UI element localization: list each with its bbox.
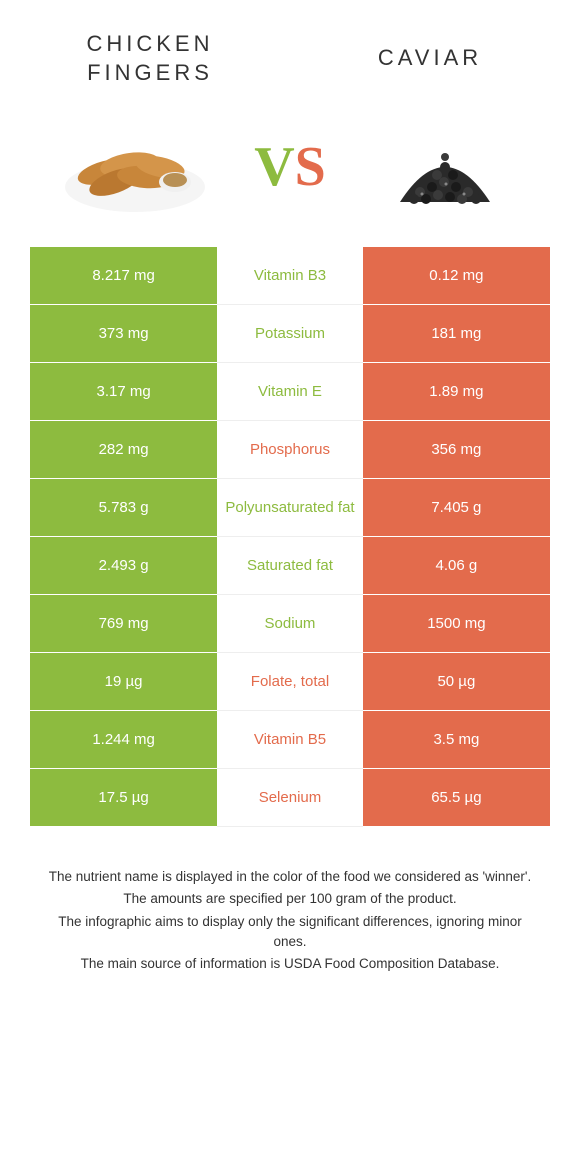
right-value: 181 mg <box>363 305 550 363</box>
caviar-image <box>370 117 520 217</box>
left-value: 1.244 mg <box>30 711 217 769</box>
left-value: 17.5 µg <box>30 769 217 827</box>
right-value: 4.06 g <box>363 537 550 595</box>
nutrient-label: Sodium <box>217 595 363 653</box>
footer-line-3: The infographic aims to display only the… <box>40 912 540 953</box>
nutrient-label: Folate, total <box>217 653 363 711</box>
header: CHICKEN FINGERS CAVIAR <box>30 20 550 107</box>
nutrition-table: 8.217 mgVitamin B30.12 mg373 mgPotassium… <box>30 247 550 827</box>
right-value: 3.5 mg <box>363 711 550 769</box>
table-row: 282 mgPhosphorus356 mg <box>30 421 550 479</box>
footer-line-2: The amounts are specified per 100 gram o… <box>40 889 540 909</box>
nutrient-label: Phosphorus <box>217 421 363 479</box>
vs-s: S <box>295 136 326 198</box>
left-value: 769 mg <box>30 595 217 653</box>
left-value: 8.217 mg <box>30 247 217 305</box>
left-value: 282 mg <box>30 421 217 479</box>
left-value: 2.493 g <box>30 537 217 595</box>
left-food-title: CHICKEN FINGERS <box>60 30 240 87</box>
right-value: 50 µg <box>363 653 550 711</box>
footer-notes: The nutrient name is displayed in the co… <box>30 867 550 974</box>
nutrient-label: Polyunsaturated fat <box>217 479 363 537</box>
table-row: 19 µgFolate, total50 µg <box>30 653 550 711</box>
left-value: 19 µg <box>30 653 217 711</box>
footer-line-4: The main source of information is USDA F… <box>40 954 540 974</box>
nutrient-label: Vitamin B5 <box>217 711 363 769</box>
right-value: 1.89 mg <box>363 363 550 421</box>
left-value: 3.17 mg <box>30 363 217 421</box>
table-row: 5.783 gPolyunsaturated fat7.405 g <box>30 479 550 537</box>
left-value: 5.783 g <box>30 479 217 537</box>
right-value: 65.5 µg <box>363 769 550 827</box>
chicken-fingers-image <box>60 117 210 217</box>
vs-v: V <box>254 136 294 198</box>
right-value: 0.12 mg <box>363 247 550 305</box>
nutrient-label: Saturated fat <box>217 537 363 595</box>
table-row: 373 mgPotassium181 mg <box>30 305 550 363</box>
right-value: 1500 mg <box>363 595 550 653</box>
table-row: 3.17 mgVitamin E1.89 mg <box>30 363 550 421</box>
nutrient-label: Potassium <box>217 305 363 363</box>
nutrient-label: Vitamin B3 <box>217 247 363 305</box>
table-row: 17.5 µgSelenium65.5 µg <box>30 769 550 827</box>
table-row: 8.217 mgVitamin B30.12 mg <box>30 247 550 305</box>
footer-line-1: The nutrient name is displayed in the co… <box>40 867 540 887</box>
right-value: 356 mg <box>363 421 550 479</box>
images-row: VS <box>30 107 550 247</box>
nutrient-label: Selenium <box>217 769 363 827</box>
nutrient-label: Vitamin E <box>217 363 363 421</box>
table-row: 2.493 gSaturated fat4.06 g <box>30 537 550 595</box>
left-value: 373 mg <box>30 305 217 363</box>
table-row: 1.244 mgVitamin B53.5 mg <box>30 711 550 769</box>
right-food-title: CAVIAR <box>340 44 520 73</box>
vs-label: VS <box>254 135 326 199</box>
right-value: 7.405 g <box>363 479 550 537</box>
table-row: 769 mgSodium1500 mg <box>30 595 550 653</box>
